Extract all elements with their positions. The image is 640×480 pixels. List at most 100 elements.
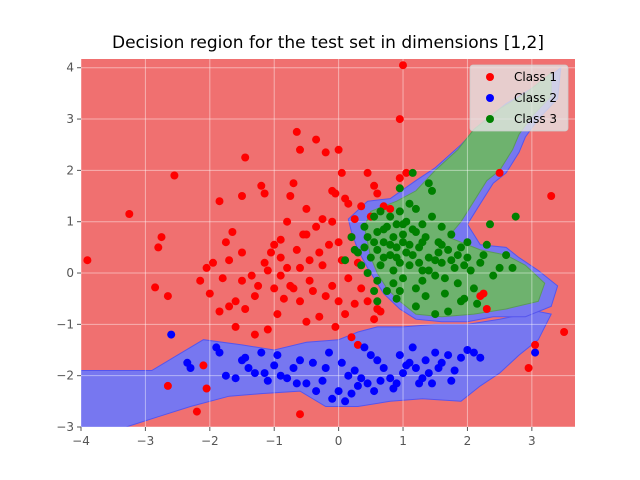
data-point [279,294,288,303]
data-point [399,230,407,239]
data-point [463,253,472,262]
data-point [434,248,443,257]
data-point [402,248,411,257]
data-point [231,322,240,331]
data-point [225,302,234,311]
data-point [241,153,250,162]
data-point [373,305,382,313]
data-point [254,281,263,290]
legend-box [469,64,569,132]
data-point [273,351,282,360]
data-point [363,269,372,277]
data-point [238,276,246,285]
data-point [341,397,350,406]
data-point [431,310,440,319]
data-point [357,202,366,211]
data-point [460,261,469,270]
data-point [299,230,308,239]
data-point [402,168,411,177]
data-point [192,407,201,416]
data-point [260,189,269,198]
data-point [469,348,478,357]
data-point [83,256,92,265]
data-point [450,263,459,272]
data-point [424,369,433,378]
data-point [511,212,520,221]
data-point [392,294,401,303]
data-point [370,287,379,295]
data-point [321,364,330,372]
data-point [370,212,379,221]
data-point [363,379,372,388]
data-point [151,283,160,292]
data-point [428,379,436,388]
data-point [357,261,366,270]
data-point [370,238,379,247]
data-point [392,220,401,229]
data-point [366,253,375,262]
data-point [296,263,304,272]
data-point [296,410,304,419]
data-point [373,297,382,306]
data-point [360,343,369,352]
data-point [366,351,375,360]
data-point [457,353,465,362]
data-point [473,299,482,308]
data-point [411,284,420,293]
data-point [437,240,446,249]
data-point [228,228,237,236]
data-point [524,364,533,372]
data-point [376,376,385,385]
data-point [325,240,333,249]
data-point [531,348,540,357]
data-point [283,263,292,272]
data-point [395,115,404,124]
data-point [263,325,272,334]
data-point [283,217,292,226]
data-point [357,374,366,383]
data-point [386,251,395,260]
data-point [318,261,327,270]
data-point [547,192,556,200]
data-point [440,274,449,283]
data-point [218,274,227,283]
data-point [296,297,304,306]
data-point [250,369,259,378]
data-point [350,299,359,308]
data-point [328,394,337,403]
data-point [408,168,417,177]
data-point [450,366,459,375]
data-point [270,361,279,370]
data-point [463,346,472,354]
data-point [353,381,362,390]
data-point [376,261,385,270]
data-point [418,238,427,247]
data-point [373,276,382,285]
data-point [292,379,301,388]
data-point [392,253,401,262]
data-point [469,284,478,293]
data-point [502,251,511,260]
data-point [260,369,269,378]
data-point [376,207,385,216]
data-point [270,284,279,293]
data-point [508,263,517,272]
data-point [408,251,417,260]
data-point [386,204,395,213]
data-point [399,61,407,70]
data-point [444,307,453,316]
data-point [418,276,427,285]
data-point [292,245,301,254]
data-point [453,251,462,260]
data-point [344,199,353,208]
data-point [431,256,440,265]
chart-title: Decision region for the test set in dime… [112,33,544,53]
data-point [437,222,446,231]
data-point [428,186,436,195]
data-point [308,287,317,295]
data-point [395,207,404,216]
x-tick-label: 3 [528,434,536,448]
data-point [395,351,404,360]
data-point [337,168,346,177]
data-point [392,243,401,252]
